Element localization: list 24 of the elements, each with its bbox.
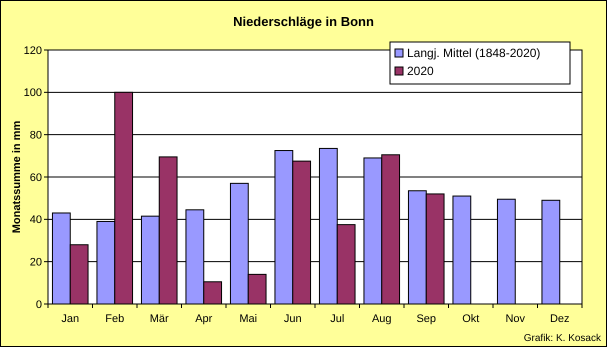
y-axis-title: Monatssumme in mm <box>11 120 23 234</box>
x-tick-label: Dez <box>550 313 570 325</box>
x-tick-label: Jan <box>61 313 80 325</box>
y-tick-label: 20 <box>30 256 42 269</box>
x-tick-label: Okt <box>462 313 480 325</box>
chart-title: Niederschläge in Bonn <box>233 14 374 29</box>
y-tick-label: 120 <box>24 44 42 57</box>
y-tick-label: 80 <box>30 130 42 142</box>
y-tick-label: 0 <box>36 298 42 311</box>
legend-label: Langj. Mittel (1848-2020) <box>407 46 540 60</box>
x-tick-label: Apr <box>195 313 213 325</box>
x-tick-label: Jun <box>284 313 302 325</box>
x-tick-label: Sep <box>416 313 436 325</box>
x-tick-label: Jul <box>330 313 344 325</box>
legend-label: 2020 <box>407 64 434 78</box>
y-tick-label: 60 <box>30 172 42 184</box>
x-tick-label: Mai <box>239 313 258 325</box>
x-tick-label: Nov <box>505 313 526 325</box>
x-tick-label: Aug <box>372 313 392 325</box>
text: Grafik: K. Kosack <box>524 333 602 344</box>
x-tick-label: Feb <box>105 313 124 325</box>
y-tick-label: 40 <box>30 214 42 226</box>
y-tick-label: 100 <box>24 87 42 100</box>
x-tick-label: Mär <box>150 313 170 325</box>
